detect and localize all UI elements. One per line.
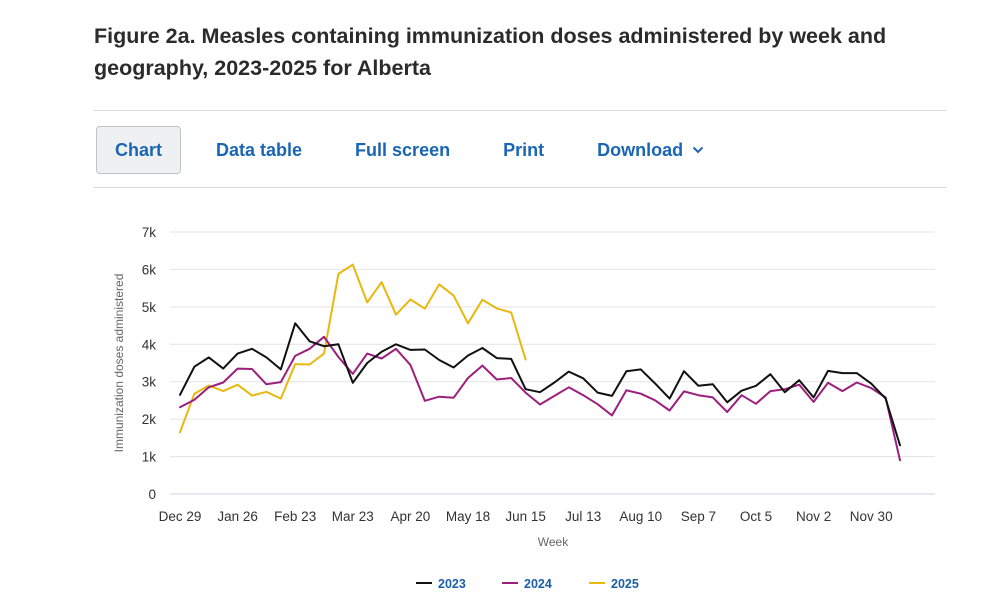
- chevron-down-icon: [692, 146, 704, 154]
- y-tick-label: 1k: [142, 450, 157, 465]
- legend-item-2025[interactable]: 2025: [611, 577, 639, 591]
- x-tick-label: Dec 29: [159, 509, 202, 524]
- x-tick-label: Sep 7: [681, 509, 716, 524]
- chart-tab-button[interactable]: Chart: [96, 126, 182, 174]
- y-axis-ticks: 0 1k 2k 3k 4k 5k 6k 7k: [142, 225, 157, 502]
- y-tick-label: 4k: [142, 337, 157, 352]
- x-tick-label: Oct 5: [740, 509, 772, 524]
- y-tick-label: 2k: [142, 412, 157, 427]
- y-tick-label: 6k: [142, 262, 157, 277]
- y-tick-label: 5k: [142, 300, 157, 315]
- legend: 2023 2024 2025: [416, 577, 639, 591]
- chart-title: Figure 2a. Measles containing immunizati…: [94, 24, 887, 80]
- chart-toolbar: Chart Data table Full screen Print Downl…: [96, 126, 739, 174]
- x-tick-label: Aug 10: [619, 509, 662, 524]
- download-label: Download: [597, 139, 684, 160]
- legend-item-2023[interactable]: 2023: [438, 577, 466, 591]
- series-line-2024[interactable]: [179, 335, 901, 462]
- x-axis-ticks: Dec 29 Jan 26 Feb 23 Mar 23 Apr 20 May 18 Jun …: [159, 509, 893, 524]
- print-button[interactable]: Print: [485, 126, 562, 174]
- series-line-2025[interactable]: [179, 263, 527, 434]
- y-tick-label: 7k: [142, 225, 157, 240]
- y-tick-label: 3k: [142, 375, 157, 390]
- x-tick-label: Jan 26: [217, 509, 258, 524]
- x-tick-label: Jul 13: [565, 509, 601, 524]
- y-tick-label: 0: [148, 487, 156, 502]
- x-axis-label: Week: [538, 535, 569, 549]
- x-tick-label: May 18: [446, 509, 490, 524]
- x-tick-label: Mar 23: [332, 509, 374, 524]
- y-axis-label: Immunization doses administered: [112, 274, 126, 453]
- x-tick-label: Apr 20: [391, 509, 431, 524]
- full-screen-button[interactable]: Full screen: [337, 126, 468, 174]
- data-table-button[interactable]: Data table: [198, 126, 320, 174]
- series-line-2023[interactable]: [179, 322, 901, 447]
- x-tick-label: Nov 2: [796, 509, 831, 524]
- toolbar-divider: [94, 187, 946, 188]
- top-divider: [94, 110, 946, 111]
- x-tick-label: Feb 23: [274, 509, 316, 524]
- x-tick-label: Nov 30: [850, 509, 893, 524]
- series-lines: [179, 263, 901, 462]
- grid-lines: [170, 231, 935, 495]
- x-tick-label: Jun 15: [505, 509, 546, 524]
- legend-item-2024[interactable]: 2024: [524, 577, 552, 591]
- download-button[interactable]: Download: [579, 126, 722, 174]
